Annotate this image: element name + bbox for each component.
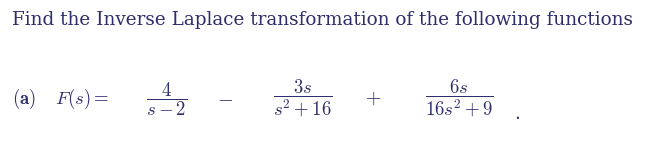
- Text: $\dfrac{4}{s-2}$: $\dfrac{4}{s-2}$: [145, 80, 187, 118]
- Text: $+$: $+$: [365, 89, 382, 108]
- Text: $F(s) =$: $F(s) =$: [55, 86, 110, 111]
- Text: $.$: $.$: [514, 102, 520, 124]
- Text: Find the Inverse Laplace transformation of the following functions: Find the Inverse Laplace transformation …: [12, 11, 632, 29]
- Text: $\mathbf{(a)}$: $\mathbf{(a)}$: [12, 86, 35, 111]
- Text: $-$: $-$: [217, 89, 233, 108]
- Text: $\dfrac{6s}{16s^2+9}$: $\dfrac{6s}{16s^2+9}$: [425, 78, 494, 119]
- Text: $\dfrac{3s}{s^2+16}$: $\dfrac{3s}{s^2+16}$: [273, 78, 333, 119]
